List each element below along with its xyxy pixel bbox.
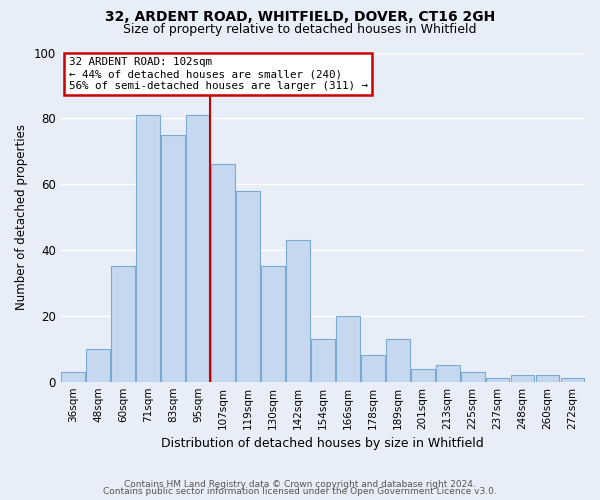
Bar xyxy=(536,375,559,382)
Bar xyxy=(111,266,135,382)
Bar xyxy=(560,378,584,382)
Text: 32, ARDENT ROAD, WHITFIELD, DOVER, CT16 2GH: 32, ARDENT ROAD, WHITFIELD, DOVER, CT16 … xyxy=(105,10,495,24)
Bar xyxy=(61,372,85,382)
Bar xyxy=(461,372,485,382)
Text: Size of property relative to detached houses in Whitfield: Size of property relative to detached ho… xyxy=(123,22,477,36)
Bar xyxy=(336,316,359,382)
Bar xyxy=(286,240,310,382)
Bar xyxy=(436,365,460,382)
X-axis label: Distribution of detached houses by size in Whitfield: Distribution of detached houses by size … xyxy=(161,437,484,450)
Bar xyxy=(161,135,185,382)
Bar xyxy=(511,375,535,382)
Text: Contains public sector information licensed under the Open Government Licence v3: Contains public sector information licen… xyxy=(103,488,497,496)
Bar xyxy=(386,339,410,382)
Bar xyxy=(211,164,235,382)
Bar xyxy=(486,378,509,382)
Text: Contains HM Land Registry data © Crown copyright and database right 2024.: Contains HM Land Registry data © Crown c… xyxy=(124,480,476,489)
Y-axis label: Number of detached properties: Number of detached properties xyxy=(15,124,28,310)
Bar xyxy=(86,349,110,382)
Bar xyxy=(136,115,160,382)
Bar xyxy=(311,339,335,382)
Bar xyxy=(261,266,285,382)
Bar xyxy=(186,115,210,382)
Bar xyxy=(361,356,385,382)
Bar xyxy=(411,368,434,382)
Text: 32 ARDENT ROAD: 102sqm
← 44% of detached houses are smaller (240)
56% of semi-de: 32 ARDENT ROAD: 102sqm ← 44% of detached… xyxy=(68,58,368,90)
Bar xyxy=(236,191,260,382)
